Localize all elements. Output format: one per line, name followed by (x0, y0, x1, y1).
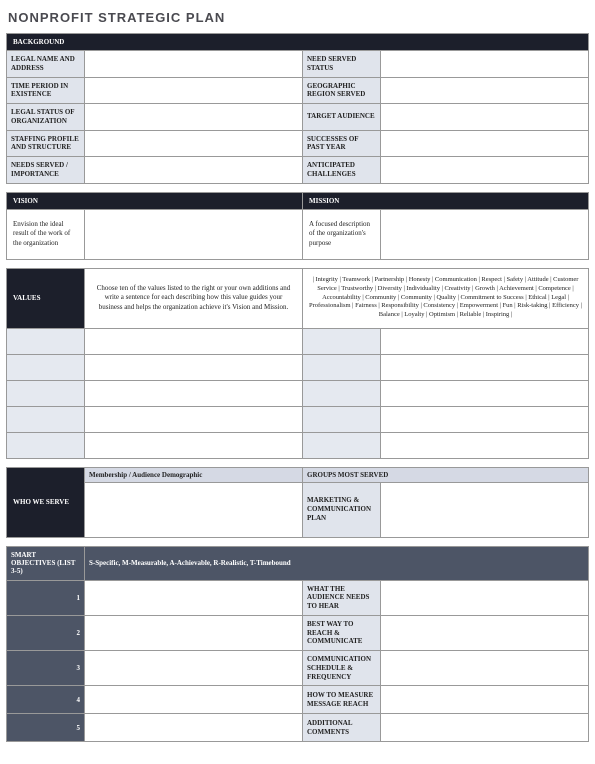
smart-q1: WHAT THE AUDIENCE NEEDS TO HEAR (303, 580, 381, 615)
values-row1-b[interactable] (381, 328, 589, 354)
bg-region-value[interactable] (381, 77, 589, 104)
vision-instr: Envision the ideal result of the work of… (7, 209, 85, 259)
values-row1-a[interactable] (85, 328, 303, 354)
bg-successes-value[interactable] (381, 130, 589, 157)
smart-num-3: 3 (7, 651, 85, 686)
values-row2-b[interactable] (381, 354, 589, 380)
membership-header: Membership / Audience Demographic (85, 467, 303, 482)
values-row5-r[interactable] (303, 432, 381, 458)
smart-2-value[interactable] (85, 615, 303, 650)
bg-target-audience-value[interactable] (381, 104, 589, 131)
smart-q2-value[interactable] (381, 615, 589, 650)
bg-target-audience: TARGET AUDIENCE (303, 104, 381, 131)
smart-instr: S-Specific, M-Measurable, A-Achievable, … (85, 546, 589, 580)
section-values: VALUES (7, 268, 85, 328)
bg-legal-status-value[interactable] (85, 104, 303, 131)
section-background: BACKGROUND (7, 34, 589, 51)
values-row4-l[interactable] (7, 406, 85, 432)
values-row2-l[interactable] (7, 354, 85, 380)
values-row5-l[interactable] (7, 432, 85, 458)
smart-num-2: 2 (7, 615, 85, 650)
vision-mission-table: VISION MISSION Envision the ideal result… (6, 192, 589, 260)
bg-need-served-value[interactable] (381, 51, 589, 78)
bg-legal-name-value[interactable] (85, 51, 303, 78)
smart-5-value[interactable] (85, 714, 303, 742)
marketing-label: MARKETING & COMMUNICATION PLAN (303, 482, 381, 537)
membership-value[interactable] (85, 482, 303, 537)
plan-table: BACKGROUND LEGAL NAME AND ADDRESS NEED S… (6, 33, 589, 184)
mission-value[interactable] (381, 209, 589, 259)
values-row1-r[interactable] (303, 328, 381, 354)
values-row3-l[interactable] (7, 380, 85, 406)
smart-q3: COMMUNICATION SCHEDULE & FREQUENCY (303, 651, 381, 686)
section-mission: MISSION (303, 192, 589, 209)
marketing-value[interactable] (381, 482, 589, 537)
values-table: VALUES Choose ten of the values listed t… (6, 268, 589, 459)
bg-staffing-value[interactable] (85, 130, 303, 157)
bg-legal-name: LEGAL NAME AND ADDRESS (7, 51, 85, 78)
values-row3-a[interactable] (85, 380, 303, 406)
page-title: NONPROFIT STRATEGIC PLAN (6, 6, 589, 33)
values-row3-r[interactable] (303, 380, 381, 406)
section-smart: SMART OBJECTIVES (LIST 3-5) (7, 546, 85, 580)
bg-needs-importance-value[interactable] (85, 157, 303, 184)
groups-header: GROUPS MOST SERVED (303, 467, 589, 482)
who-we-serve-table: WHO WE SERVE Membership / Audience Demog… (6, 467, 589, 538)
section-who-we-serve: WHO WE SERVE (7, 467, 85, 537)
bg-region: GEOGRAPHIC REGION SERVED (303, 77, 381, 104)
smart-num-5: 5 (7, 714, 85, 742)
bg-legal-status: LEGAL STATUS OF ORGANIZATION (7, 104, 85, 131)
mission-instr: A focused description of the organizatio… (303, 209, 381, 259)
values-row3-b[interactable] (381, 380, 589, 406)
values-row5-b[interactable] (381, 432, 589, 458)
smart-4-value[interactable] (85, 686, 303, 714)
bg-staffing: STAFFING PROFILE AND STRUCTURE (7, 130, 85, 157)
bg-needs-importance: NEEDS SERVED / IMPORTANCE (7, 157, 85, 184)
smart-1-value[interactable] (85, 580, 303, 615)
smart-num-4: 4 (7, 686, 85, 714)
smart-q5-value[interactable] (381, 714, 589, 742)
bg-time-period-value[interactable] (85, 77, 303, 104)
values-row4-r[interactable] (303, 406, 381, 432)
bg-time-period: TIME PERIOD IN EXISTENCE (7, 77, 85, 104)
values-list: | Integrity | Teamwork | Partnership | H… (303, 268, 589, 328)
smart-q3-value[interactable] (381, 651, 589, 686)
smart-3-value[interactable] (85, 651, 303, 686)
smart-q1-value[interactable] (381, 580, 589, 615)
vision-value[interactable] (85, 209, 303, 259)
bg-challenges-value[interactable] (381, 157, 589, 184)
smart-q4-value[interactable] (381, 686, 589, 714)
bg-need-served: NEED SERVED STATUS (303, 51, 381, 78)
values-row5-a[interactable] (85, 432, 303, 458)
values-row2-a[interactable] (85, 354, 303, 380)
values-row4-a[interactable] (85, 406, 303, 432)
smart-table: SMART OBJECTIVES (LIST 3-5) S-Specific, … (6, 546, 589, 743)
smart-q5: ADDITIONAL COMMENTS (303, 714, 381, 742)
smart-num-1: 1 (7, 580, 85, 615)
values-instr: Choose ten of the values listed to the r… (85, 268, 303, 328)
values-row4-b[interactable] (381, 406, 589, 432)
values-row1-l[interactable] (7, 328, 85, 354)
smart-q4: HOW TO MEASURE MESSAGE REACH (303, 686, 381, 714)
bg-successes: SUCCESSES OF PAST YEAR (303, 130, 381, 157)
bg-challenges: ANTICIPATED CHALLENGES (303, 157, 381, 184)
values-row2-r[interactable] (303, 354, 381, 380)
section-vision: VISION (7, 192, 303, 209)
smart-q2: BEST WAY TO REACH & COMMUNICATE (303, 615, 381, 650)
